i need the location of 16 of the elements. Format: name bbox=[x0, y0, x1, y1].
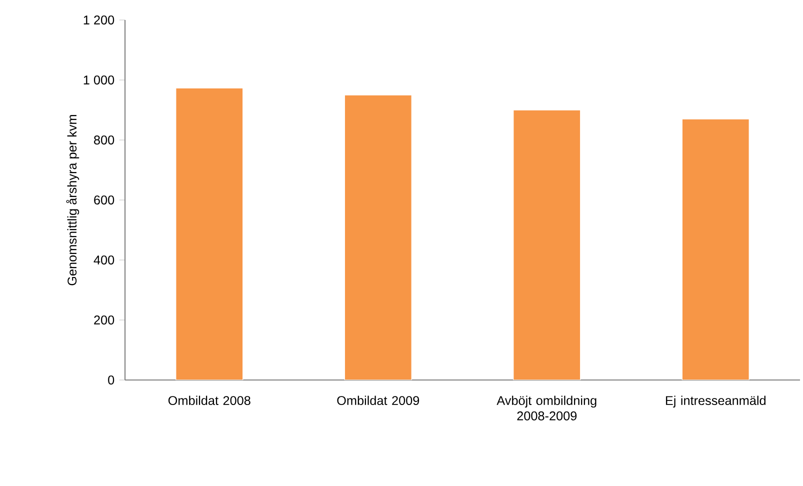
bar bbox=[176, 88, 244, 380]
x-tick-label: Avböjt ombildning 2008-2009 bbox=[496, 396, 596, 420]
bar bbox=[682, 118, 750, 380]
bar bbox=[513, 110, 581, 380]
y-tick-label: 1 200 bbox=[84, 16, 114, 24]
y-tick-label: 800 bbox=[94, 136, 114, 144]
y-axis-title: Genomsnittlig årshyra per kvm bbox=[66, 114, 80, 286]
y-tick-label: 600 bbox=[94, 196, 114, 204]
x-tick-label: Ombildat 2009 bbox=[337, 396, 420, 406]
y-tick-label: 200 bbox=[94, 316, 114, 324]
y-tick-label: 0 bbox=[108, 376, 114, 384]
y-tick-label: 400 bbox=[94, 256, 114, 264]
x-tick-label: Ej intresseanmäld bbox=[666, 396, 766, 408]
bar bbox=[344, 94, 412, 380]
x-tick-label: Ombildat 2008 bbox=[168, 396, 250, 406]
y-tick-label: 1 000 bbox=[84, 76, 114, 84]
